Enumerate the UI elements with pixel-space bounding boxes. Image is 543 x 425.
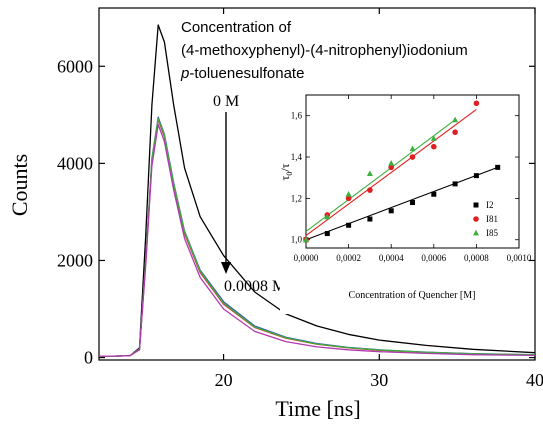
inset-points <box>303 100 501 243</box>
inset-x-tick-label: 0,0002 <box>336 253 361 263</box>
inset-y-axis-label: τ0/τ <box>278 163 294 180</box>
main-plot-frame <box>98 7 536 361</box>
inset-x-tick-label: 0,0010 <box>507 253 532 263</box>
annotation-line-1: Concentration of <box>181 19 292 36</box>
inset-fit-lines <box>305 109 498 241</box>
main-x-tick-label: 30 <box>370 370 388 390</box>
main-plot: 20 30 40 0 2000 4000 6000 Counts Time [ns] Con… <box>7 7 543 421</box>
point-I2 <box>495 164 501 170</box>
inset-y-tick-label: 1,4 <box>291 152 303 162</box>
inset-y-rest: /τ <box>278 163 292 171</box>
legend-label-I81: I81 <box>486 214 498 224</box>
point-I85 <box>324 213 331 220</box>
inset-plot-frame <box>305 94 520 249</box>
legend-label-I85: I85 <box>486 228 498 238</box>
inset-x-axis-label: Concentration of Quencher [M] <box>349 290 476 301</box>
point-I2 <box>431 191 437 197</box>
annotation-end-label: 0.0008 M <box>224 278 286 295</box>
point-I85 <box>388 160 395 166</box>
annotation-line-3: p-toluenesulfonate <box>180 65 304 82</box>
legend-marker-I85 <box>473 229 479 236</box>
fit-line-I81 <box>305 109 477 237</box>
annotation-line-3-rest: -toluenesulfonate <box>189 65 304 82</box>
main-y-axis-label: Counts <box>7 154 32 216</box>
point-I85 <box>430 135 437 141</box>
main-y-tick-label: 0 <box>84 348 93 368</box>
inset-x-tick-label: 0,0006 <box>421 253 446 263</box>
main-curves <box>99 24 536 357</box>
main-y-tick-label: 2000 <box>57 250 93 270</box>
point-I2 <box>473 173 479 179</box>
inset-y-subscript: 0 <box>285 172 294 176</box>
main-x-tick-label: 40 <box>526 370 543 390</box>
point-I2 <box>324 231 330 237</box>
main-ticks: 20 30 40 0 2000 4000 6000 <box>57 8 543 390</box>
point-I85 <box>452 116 459 123</box>
inset-ticks: 0,0000 0,0002 0,0004 0,0006 0,0008 0,0010 1,0 1… <box>291 95 532 263</box>
annotation-start-label: 0 M <box>213 93 239 110</box>
concentration-annotation: Concentration of (4-methoxyphenyl)-(4-ni… <box>180 19 468 295</box>
inset-x-tick-label: 0,0008 <box>464 253 489 263</box>
inset-legend: I2 I81 I85 <box>473 200 498 238</box>
inset-x-tick-label: 0,0000 <box>294 253 319 263</box>
main-x-tick-label: 20 <box>215 370 233 390</box>
point-I85 <box>409 145 416 152</box>
point-I81 <box>452 129 458 136</box>
inset-x-tick-label: 0,0004 <box>379 253 404 263</box>
point-I85 <box>303 236 309 243</box>
point-I81 <box>345 195 352 202</box>
fit-line-I85 <box>305 119 456 232</box>
annotation-italic-p: p <box>180 65 189 82</box>
fit-line-I2 <box>305 166 498 241</box>
inset-y-tick-label: 1,2 <box>291 193 302 203</box>
point-I2 <box>388 208 394 214</box>
point-I2 <box>346 222 352 228</box>
inset-y-tick-label: 1,6 <box>291 111 303 121</box>
point-I81 <box>431 143 437 150</box>
main-x-axis-label: Time [ns] <box>275 396 360 421</box>
main-y-tick-label: 4000 <box>57 153 93 173</box>
legend-marker-I2 <box>473 202 479 208</box>
point-I2 <box>410 200 415 206</box>
point-I2 <box>367 216 373 222</box>
point-I2 <box>452 181 458 187</box>
point-I81 <box>388 164 395 171</box>
annotation-arrow-head <box>221 262 231 274</box>
main-y-tick-label: 6000 <box>57 56 93 76</box>
legend-label-I2: I2 <box>486 200 494 210</box>
point-I85 <box>366 170 373 176</box>
point-I81 <box>367 187 373 193</box>
decay-curve-4 <box>99 123 536 357</box>
inset-y-tau: τ <box>278 175 292 180</box>
inset-y-tick-label: 1,0 <box>291 235 303 245</box>
point-I81 <box>409 154 416 160</box>
annotation-line-2: (4-methoxyphenyl)-(4-nitrophenyl)iodoniu… <box>181 42 468 59</box>
legend-marker-I81 <box>473 216 479 222</box>
point-I81 <box>473 100 480 107</box>
inset-plot: 0,0000 0,0002 0,0004 0,0006 0,0008 0,0010 1,0 1… <box>278 89 532 314</box>
point-I85 <box>345 191 352 197</box>
